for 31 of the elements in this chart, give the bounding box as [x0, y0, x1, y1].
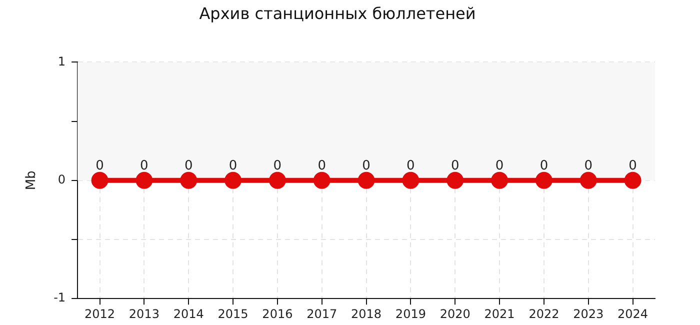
y-tick-label: 1 — [58, 54, 66, 68]
x-tick-label: 2021 — [484, 306, 515, 321]
x-tick-label: 2023 — [573, 306, 604, 321]
data-label: 0 — [184, 158, 193, 174]
data-label: 0 — [273, 158, 282, 174]
data-label: 0 — [140, 158, 148, 174]
data-label: 0 — [450, 158, 460, 174]
x-tick-label: 2012 — [84, 306, 116, 321]
y-tick-label: -1 — [54, 290, 66, 305]
data-label: 0 — [362, 158, 370, 174]
chart-title: Архив станционных бюллетеней — [199, 4, 476, 23]
x-tick-label: 2019 — [395, 306, 426, 321]
x-tick-label: 2022 — [528, 306, 560, 321]
data-label: 0 — [228, 158, 238, 174]
y-tick-label: 0 — [58, 172, 66, 187]
x-tick-label: 2020 — [440, 306, 470, 321]
data-label: 0 — [406, 158, 415, 174]
data-label: 0 — [318, 158, 326, 174]
data-label: 0 — [540, 158, 548, 174]
data-label: 0 — [584, 158, 593, 174]
y-axis-title: Mb — [24, 170, 40, 190]
x-tick-label: 2014 — [173, 306, 204, 321]
data-label: 0 — [495, 158, 504, 174]
data-label: 0 — [96, 158, 104, 174]
x-tick-label: 2016 — [262, 306, 293, 321]
x-tick-label: 2017 — [306, 306, 338, 321]
x-tick-label: 2024 — [618, 306, 648, 321]
data-label: 0 — [628, 158, 637, 174]
x-tick-label: 2013 — [128, 306, 160, 321]
x-tick-label: 2018 — [351, 306, 382, 321]
x-tick-label: 2015 — [218, 306, 248, 321]
